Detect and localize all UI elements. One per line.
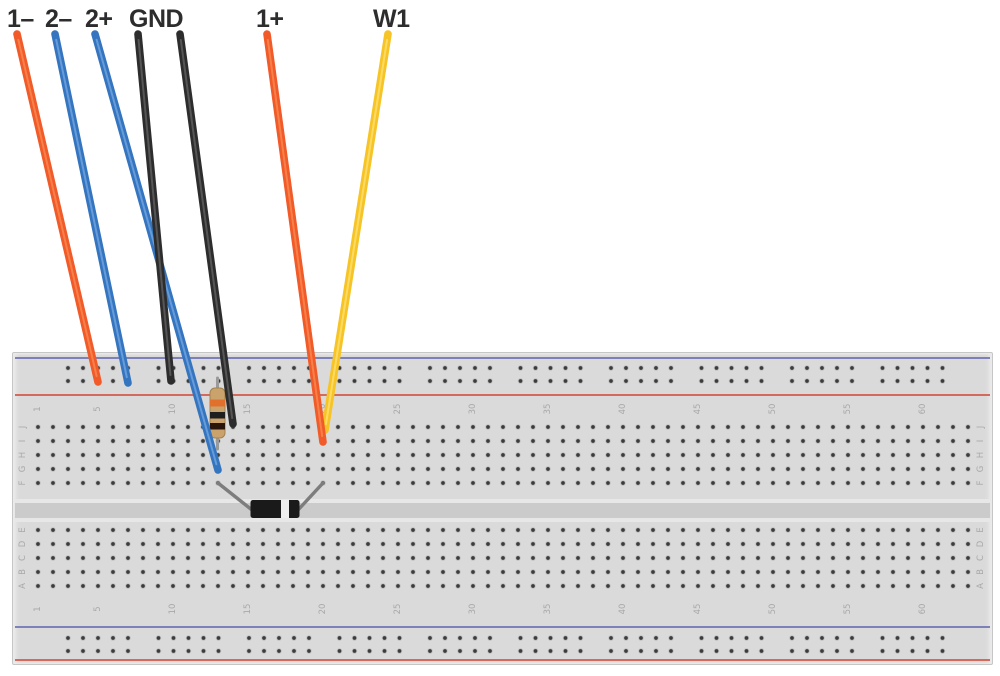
power-rail-line-blue-bottom	[15, 626, 990, 628]
svg-text:30: 30	[468, 404, 478, 415]
svg-text:35: 35	[543, 604, 553, 615]
svg-text:C: C	[18, 555, 28, 561]
power-rail-line-red-top	[15, 394, 990, 396]
svg-text:A: A	[18, 583, 28, 589]
resistor-band-1	[210, 399, 225, 407]
svg-text:E: E	[976, 527, 986, 532]
svg-text:I: I	[976, 440, 986, 443]
svg-text:C: C	[976, 555, 986, 561]
terminal-label-2-plus: 2+	[85, 5, 113, 33]
svg-text:10: 10	[168, 404, 178, 415]
svg-text:G: G	[976, 466, 986, 473]
svg-text:B: B	[18, 569, 28, 575]
resistor-band-2	[210, 412, 225, 419]
wire-2-	[51, 30, 132, 387]
terminal-label-w1: W1	[373, 5, 410, 33]
svg-text:40: 40	[618, 604, 628, 615]
diode-cathode-band	[281, 500, 289, 518]
signal-wires	[13, 30, 392, 474]
power-rail-line-blue-top	[15, 357, 990, 359]
svg-text:F: F	[18, 480, 28, 485]
svg-text:H: H	[976, 452, 986, 458]
svg-text:1: 1	[33, 606, 43, 611]
svg-text:45: 45	[693, 404, 703, 415]
diode-component	[216, 481, 325, 518]
terminal-label-gnd: GND	[129, 5, 184, 33]
svg-text:20: 20	[318, 404, 328, 415]
svg-text:G: G	[18, 466, 28, 473]
svg-text:1: 1	[33, 406, 43, 411]
svg-text:20: 20	[318, 604, 328, 615]
wire-GND	[134, 30, 175, 385]
svg-text:50: 50	[768, 604, 778, 615]
terminal-label-2-minus: 2–	[45, 5, 72, 33]
breadboard-row-column-labels: 1155101015152020252530303535404045455050…	[18, 404, 986, 615]
svg-text:30: 30	[468, 604, 478, 615]
svg-text:5: 5	[93, 406, 103, 411]
svg-text:10: 10	[168, 604, 178, 615]
wire-GND	[176, 30, 237, 428]
svg-text:35: 35	[543, 404, 553, 415]
resistor-component	[209, 376, 226, 451]
svg-text:I: I	[18, 440, 28, 443]
svg-text:50: 50	[768, 404, 778, 415]
svg-text:B: B	[976, 569, 986, 575]
svg-text:D: D	[18, 540, 28, 547]
terminal-label-1-plus: 1+	[256, 5, 284, 33]
svg-text:45: 45	[693, 604, 703, 615]
svg-text:E: E	[18, 527, 28, 532]
svg-text:A: A	[976, 583, 986, 589]
svg-text:J: J	[976, 426, 986, 430]
breadboard	[12, 352, 993, 665]
svg-text:25: 25	[393, 404, 403, 415]
svg-text:5: 5	[93, 606, 103, 611]
power-rail-line-red-bottom	[15, 659, 990, 661]
svg-text:55: 55	[843, 404, 853, 415]
svg-text:F: F	[976, 480, 986, 485]
terminal-label-1-minus: 1–	[7, 5, 34, 33]
svg-text:D: D	[976, 540, 986, 547]
svg-text:60: 60	[918, 404, 928, 415]
svg-text:J: J	[18, 426, 28, 430]
resistor-band-3	[210, 423, 225, 430]
svg-text:H: H	[18, 452, 28, 458]
svg-text:55: 55	[843, 604, 853, 615]
wire-1+	[263, 30, 327, 446]
svg-text:15: 15	[243, 604, 253, 615]
wire-W1	[321, 30, 392, 434]
svg-text:25: 25	[393, 604, 403, 615]
svg-text:40: 40	[618, 404, 628, 415]
svg-text:15: 15	[243, 404, 253, 415]
breadboard-holes	[35, 365, 971, 654]
wire-1-	[13, 30, 102, 386]
svg-text:60: 60	[918, 604, 928, 615]
